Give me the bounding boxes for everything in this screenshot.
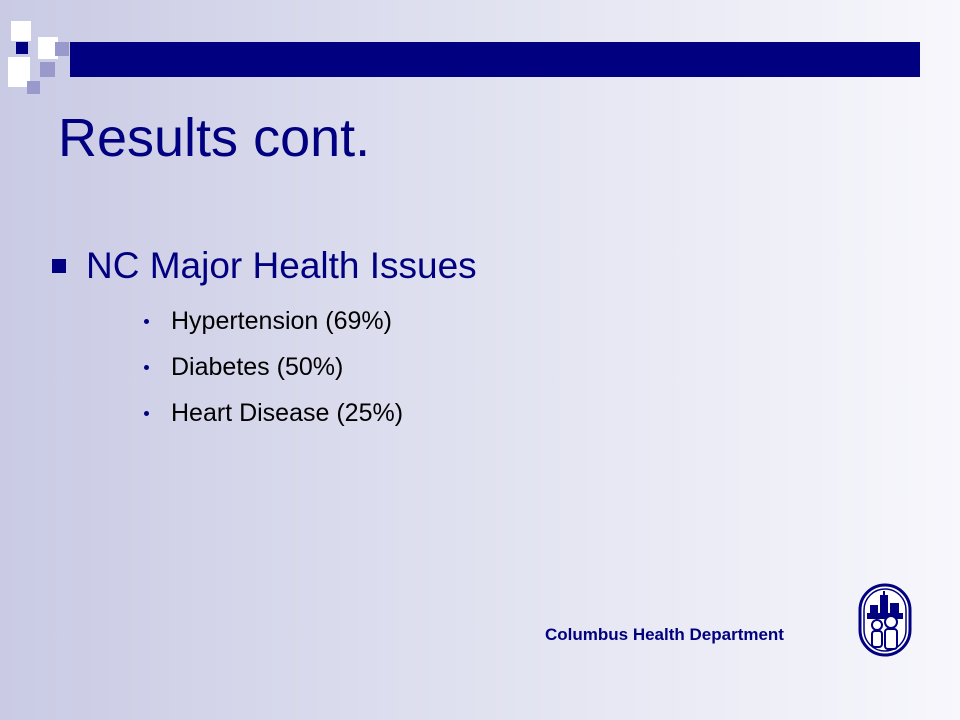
- sub-bullet-text: Diabetes (50%): [171, 353, 344, 381]
- main-bullet-text: NC Major Health Issues: [86, 245, 477, 286]
- decor-square-lavender-1: [55, 42, 69, 56]
- decor-square-lavender-3: [27, 81, 40, 94]
- decor-square-white-3: [38, 37, 58, 59]
- sub-bullet-hypertension: Hypertension (69%): [144, 298, 403, 344]
- sub-bullet-heart-disease: Heart Disease (25%): [144, 390, 403, 436]
- sub-bullet-list: Hypertension (69%) Diabetes (50%) Heart …: [144, 298, 403, 436]
- square-bullet-icon: [52, 259, 66, 273]
- dot-bullet-icon: [144, 364, 149, 370]
- sub-bullet-diabetes: Diabetes (50%): [144, 344, 403, 390]
- decor-square-white-2: [8, 57, 30, 87]
- columbus-health-department-logo-icon: [858, 583, 912, 657]
- decor-square-white-1: [11, 21, 31, 41]
- main-bullet: NC Major Health Issues: [52, 244, 477, 288]
- decor-square-navy-1: [16, 42, 28, 54]
- sub-bullet-text: Hypertension (69%): [171, 307, 392, 335]
- sub-bullet-text: Heart Disease (25%): [171, 399, 404, 427]
- slide-title: Results cont.: [58, 108, 371, 168]
- title-bar-decoration: [70, 42, 920, 77]
- decor-square-lavender-2: [40, 62, 55, 77]
- dot-bullet-icon: [144, 410, 149, 416]
- footer-organization: Columbus Health Department: [545, 625, 784, 644]
- dot-bullet-icon: [144, 318, 149, 324]
